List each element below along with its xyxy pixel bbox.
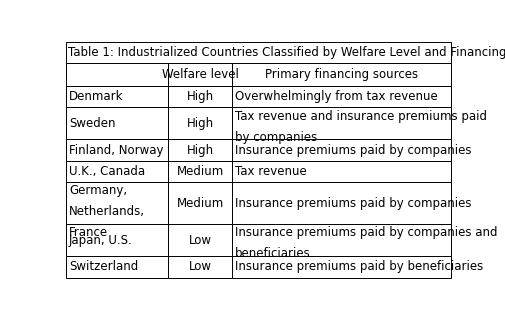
Bar — [66, 63, 168, 86]
Text: Germany,
Netherlands,
France: Germany, Netherlands, France — [69, 185, 145, 240]
Bar — [232, 63, 451, 86]
Text: Insurance premiums paid by companies and
beneficiaries: Insurance premiums paid by companies and… — [235, 226, 497, 260]
Bar — [232, 161, 451, 182]
Text: Insurance premiums paid by beneficiaries: Insurance premiums paid by beneficiaries — [235, 260, 483, 273]
Text: Table 1: Industrialized Countries Classified by Welfare Level and Financing Meth: Table 1: Industrialized Countries Classi… — [68, 46, 505, 59]
Bar — [232, 256, 451, 278]
Text: Medium: Medium — [176, 165, 224, 178]
Bar — [66, 42, 451, 63]
Bar — [168, 86, 232, 108]
Text: Denmark: Denmark — [69, 90, 124, 103]
Bar — [168, 256, 232, 278]
Bar — [66, 86, 168, 108]
Text: Primary financing sources: Primary financing sources — [265, 68, 418, 81]
Bar — [66, 161, 168, 182]
Text: Medium: Medium — [176, 197, 224, 210]
Text: Switzerland: Switzerland — [69, 260, 138, 273]
Text: Tax revenue: Tax revenue — [235, 165, 307, 178]
Bar — [168, 161, 232, 182]
Bar — [168, 139, 232, 161]
Bar — [232, 86, 451, 108]
Text: Sweden: Sweden — [69, 117, 116, 130]
Bar — [168, 108, 232, 139]
Text: High: High — [186, 117, 214, 130]
Text: High: High — [186, 90, 214, 103]
Text: Insurance premiums paid by companies: Insurance premiums paid by companies — [235, 143, 471, 156]
Bar — [168, 224, 232, 256]
Bar — [232, 108, 451, 139]
Bar — [66, 224, 168, 256]
Text: Finland, Norway: Finland, Norway — [69, 143, 164, 156]
Text: U.K., Canada: U.K., Canada — [69, 165, 145, 178]
Text: Welfare level: Welfare level — [162, 68, 238, 81]
Bar — [168, 182, 232, 224]
Text: Tax revenue and insurance premiums paid
by companies: Tax revenue and insurance premiums paid … — [235, 110, 487, 144]
Text: Low: Low — [188, 233, 212, 247]
Bar — [66, 108, 168, 139]
Text: Overwhelmingly from tax revenue: Overwhelmingly from tax revenue — [235, 90, 437, 103]
Bar — [66, 139, 168, 161]
Text: High: High — [186, 143, 214, 156]
Text: Insurance premiums paid by companies: Insurance premiums paid by companies — [235, 197, 471, 210]
Text: Low: Low — [188, 260, 212, 273]
Bar — [232, 182, 451, 224]
Bar — [66, 182, 168, 224]
Bar — [232, 139, 451, 161]
Text: Japan, U.S.: Japan, U.S. — [69, 233, 133, 247]
Bar — [168, 63, 232, 86]
Bar — [232, 224, 451, 256]
Bar — [66, 256, 168, 278]
